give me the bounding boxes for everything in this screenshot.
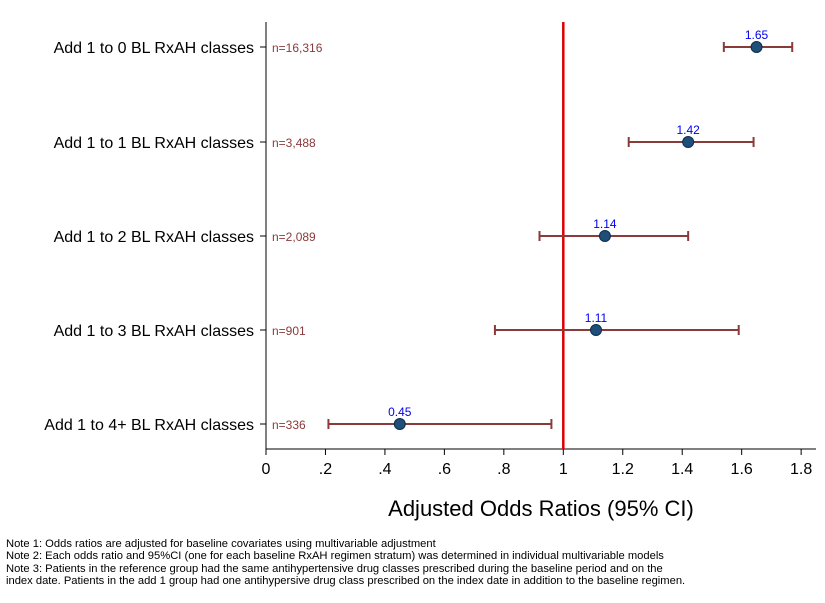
- row-label: Add 1 to 4+ BL RxAH classes: [44, 417, 254, 434]
- x-tick-label: 1.8: [790, 461, 812, 478]
- x-tick-label: 0: [262, 461, 271, 478]
- x-tick-label: .6: [438, 461, 451, 478]
- x-tick-label: 1.6: [731, 461, 753, 478]
- x-tick-label: .8: [497, 461, 510, 478]
- row-label: Add 1 to 2 BL RxAH classes: [54, 229, 254, 246]
- row-label: Add 1 to 1 BL RxAH classes: [54, 135, 254, 152]
- row-label: Add 1 to 3 BL RxAH classes: [54, 323, 254, 340]
- x-tick-label: .2: [319, 461, 332, 478]
- odds-ratio-label: 0.45: [388, 405, 412, 419]
- note-3: Note 3: Patients in the reference group …: [6, 562, 663, 575]
- x-tick-label: 1.2: [612, 461, 634, 478]
- marks: n=16,316 1.65 n=3,488 1.42 n=2,089 1.14 n=901 1…: [272, 22, 794, 449]
- n-label: n=3,488: [272, 136, 316, 150]
- n-label: n=16,316: [272, 41, 323, 55]
- n-label: n=2,089: [272, 230, 316, 244]
- odds-ratio-point: [598, 230, 611, 242]
- forest-plot: 0 .2 .4 .6 .8 1 1.2 1.4 1.6 1.8 Add 1 to 0 BL RxAH…: [44, 22, 816, 521]
- n-label: n=901: [272, 324, 306, 338]
- odds-ratio-label: 1.42: [676, 123, 700, 137]
- x-axis-title: Adjusted Odds Ratios (95% CI): [388, 496, 694, 521]
- note-1: Note 1: Odds ratios are adjusted for bas…: [6, 538, 436, 550]
- note-2: Note 2: Each odds ratio and 95%CI (one f…: [6, 550, 664, 563]
- row-label: Add 1 to 0 BL RxAH classes: [54, 40, 254, 57]
- odds-ratio-label: 1.14: [593, 217, 617, 231]
- footnotes: Note 1: Odds ratios are adjusted for bas…: [6, 538, 821, 588]
- n-label: n=336: [272, 418, 306, 432]
- x-tick-label: .4: [378, 461, 391, 478]
- x-tick-label: 1: [559, 461, 568, 478]
- note-3-continued: index date. Patients in the add 1 group …: [6, 575, 686, 588]
- odds-ratio-label: 1.11: [585, 311, 608, 325]
- odds-ratio-label: 1.65: [745, 28, 769, 42]
- odds-ratio-point: [590, 324, 602, 336]
- odds-ratio-point: [750, 41, 763, 53]
- odds-ratio-point: [393, 418, 406, 430]
- odds-ratio-point: [682, 136, 695, 148]
- x-tick-label: 1.4: [671, 461, 693, 478]
- axes: 0 .2 .4 .6 .8 1 1.2 1.4 1.6 1.8 Add 1 to 0 BL RxAH…: [44, 22, 816, 478]
